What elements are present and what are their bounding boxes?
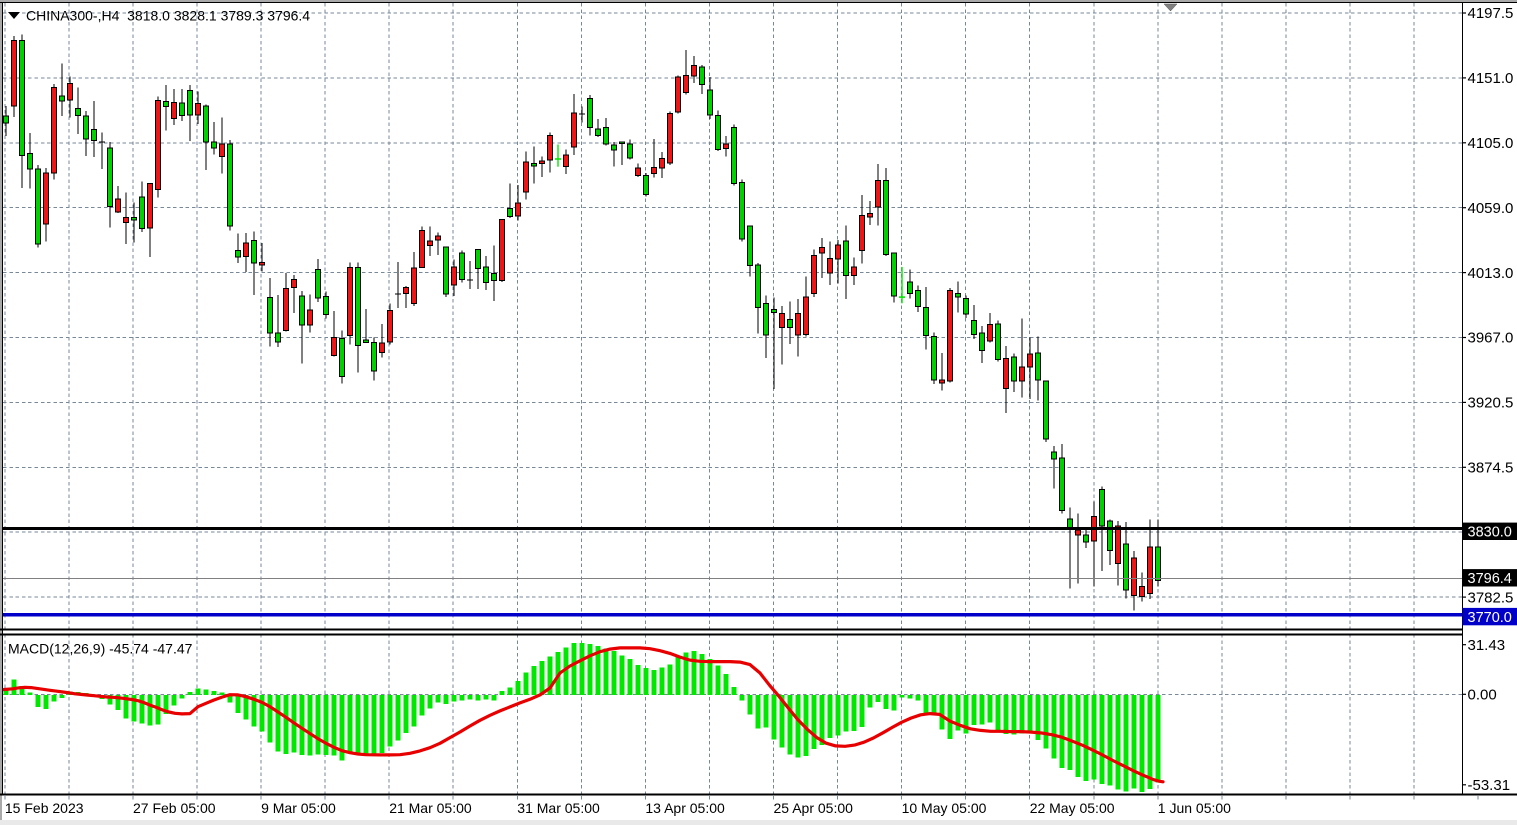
- svg-text:4151.0: 4151.0: [1468, 70, 1514, 87]
- svg-text:25 Apr 05:00: 25 Apr 05:00: [774, 800, 854, 816]
- svg-text:13 Apr 05:00: 13 Apr 05:00: [645, 800, 725, 816]
- svg-text:3782.5: 3782.5: [1468, 589, 1514, 606]
- svg-text:22 May 05:00: 22 May 05:00: [1030, 800, 1115, 816]
- svg-text:31.43: 31.43: [1468, 637, 1506, 654]
- svg-text:21 Mar 05:00: 21 Mar 05:00: [389, 800, 472, 816]
- svg-text:3830.0: 3830.0: [1468, 525, 1512, 541]
- svg-text:9 Mar 05:00: 9 Mar 05:00: [261, 800, 336, 816]
- svg-text:0.00: 0.00: [1468, 687, 1497, 704]
- svg-text:4197.5: 4197.5: [1468, 5, 1514, 22]
- svg-text:4013.0: 4013.0: [1468, 265, 1514, 282]
- svg-text:27 Feb 05:00: 27 Feb 05:00: [133, 800, 216, 816]
- svg-text:3874.5: 3874.5: [1468, 460, 1514, 477]
- svg-text:10 May 05:00: 10 May 05:00: [902, 800, 987, 816]
- svg-text:1 Jun 05:00: 1 Jun 05:00: [1158, 800, 1231, 816]
- svg-text:31 Mar 05:00: 31 Mar 05:00: [517, 800, 600, 816]
- svg-text:-53.31: -53.31: [1468, 777, 1511, 794]
- svg-text:4059.0: 4059.0: [1468, 200, 1514, 217]
- svg-text:3796.4: 3796.4: [1468, 571, 1512, 587]
- svg-text:3920.5: 3920.5: [1468, 395, 1514, 412]
- svg-text:15 Feb 2023: 15 Feb 2023: [5, 800, 84, 816]
- svg-text:MACD(12,26,9) -45.74 -47.47: MACD(12,26,9) -45.74 -47.47: [8, 641, 193, 657]
- svg-text:3770.0: 3770.0: [1468, 610, 1512, 626]
- svg-text:3967.0: 3967.0: [1468, 330, 1514, 347]
- svg-text:CHINA300-,H4 3818.0 3828.1 37: CHINA300-,H4 3818.0 3828.1 3789.3 3796.4: [26, 8, 310, 24]
- svg-text:4105.0: 4105.0: [1468, 135, 1514, 152]
